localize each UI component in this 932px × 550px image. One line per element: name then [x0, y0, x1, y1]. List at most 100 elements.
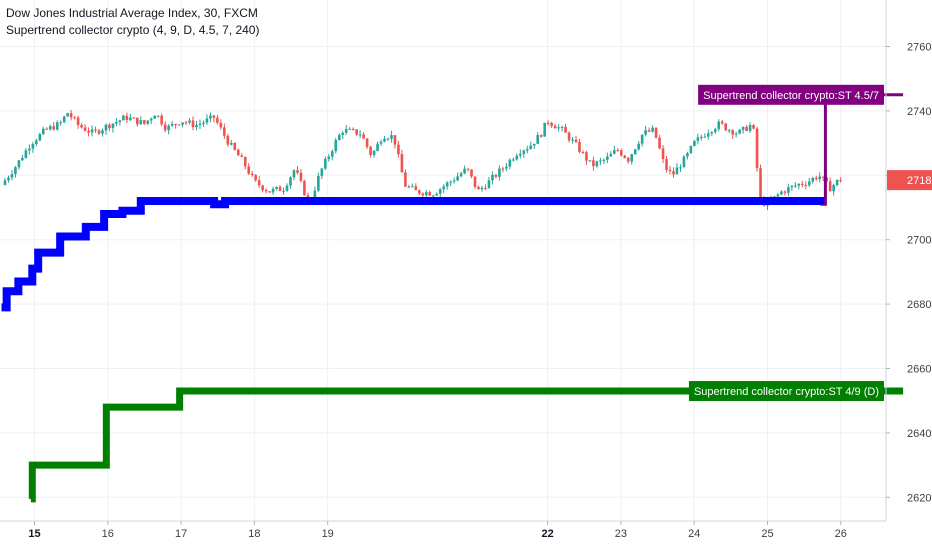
candle-body	[83, 127, 87, 131]
candle-body	[268, 191, 271, 193]
candle-body	[142, 120, 146, 124]
candle-body	[525, 149, 529, 151]
candle-body	[498, 168, 501, 177]
candle-body	[748, 125, 752, 131]
candle-body	[320, 168, 324, 176]
candle-body	[470, 169, 473, 177]
y-tick-label: 27400	[907, 106, 932, 118]
candle-body	[223, 127, 226, 136]
candle-body	[369, 146, 372, 156]
candle-body	[640, 134, 644, 144]
candle-body	[720, 121, 724, 124]
candle-body	[679, 167, 682, 169]
candle-body	[477, 186, 480, 190]
candle-body	[334, 140, 338, 152]
candle-body	[411, 186, 414, 188]
candle-body	[518, 153, 522, 156]
candle-body	[202, 122, 205, 124]
chart-title: Dow Jones Industrial Average Index, 30, …	[6, 6, 258, 20]
candle-body	[494, 174, 498, 177]
candle-body	[7, 177, 10, 181]
candle-body	[606, 156, 609, 160]
candle-body	[205, 118, 209, 123]
series-label-text: Supertrend collector crypto:ST 4.5/7	[703, 90, 879, 102]
supertrend-line	[1, 197, 825, 312]
candle-body	[449, 181, 452, 183]
candle-body	[55, 122, 59, 130]
candle-body	[560, 126, 564, 128]
candle-body	[543, 122, 546, 137]
y-axis-ticks[interactable]: 2620026400266002680027000272002740027600	[886, 42, 932, 505]
candle-body	[487, 180, 491, 189]
candle-body	[637, 143, 640, 150]
candle-body	[574, 139, 578, 142]
candle-body	[330, 151, 334, 157]
candle-body	[505, 166, 508, 169]
candle-body	[313, 190, 317, 200]
candle-body	[668, 170, 672, 172]
candle-body	[438, 189, 442, 194]
candle-body	[522, 150, 526, 154]
candle-body	[557, 127, 560, 129]
candle-body	[463, 168, 466, 174]
series-labels: Supertrend collector crypto:ST 4.5/7 Supe…	[688, 84, 884, 402]
candle-body	[814, 177, 818, 180]
candle-body	[619, 150, 623, 156]
candle-body	[707, 133, 710, 137]
candle-body	[651, 127, 654, 132]
candle-body	[626, 157, 630, 162]
candle-body	[424, 192, 428, 196]
candle-body	[28, 148, 31, 151]
candle-body	[264, 190, 268, 192]
candle-body	[278, 186, 282, 191]
candle-body	[724, 123, 728, 131]
candle-body	[741, 126, 745, 130]
candle-body	[115, 121, 118, 124]
candle-body	[421, 193, 425, 196]
candle-body	[613, 150, 616, 154]
candle-body	[592, 160, 595, 167]
candle-body	[136, 117, 139, 125]
candle-body	[299, 172, 303, 181]
candle-body	[271, 188, 275, 193]
series-label-box	[698, 84, 884, 105]
candle-body	[404, 172, 407, 187]
candle-body	[564, 126, 567, 133]
candle-body	[459, 173, 463, 177]
candle-body	[727, 130, 731, 132]
candle-body	[146, 120, 150, 124]
x-axis-ticks[interactable]: 151617181922232425262930	[28, 521, 932, 540]
candle-body	[738, 129, 741, 134]
candle-body	[94, 129, 97, 131]
candle-body	[45, 128, 49, 130]
candle-body	[111, 123, 115, 129]
candle-body	[644, 130, 647, 135]
candle-body	[696, 137, 700, 141]
candle-body	[397, 144, 400, 155]
candle-body	[261, 185, 264, 191]
x-tick-label: 25	[761, 528, 773, 540]
candle-body	[839, 179, 842, 181]
candle-body	[414, 186, 418, 191]
candle-body	[355, 129, 358, 135]
x-tick-label: 16	[102, 528, 114, 540]
candle-body	[160, 115, 163, 125]
candle-body	[602, 159, 606, 161]
candle-body	[87, 130, 90, 133]
y-tick-label: 26200	[907, 492, 932, 504]
candle-body	[303, 180, 306, 196]
candle-body	[41, 128, 45, 134]
x-tick-label: 17	[175, 528, 187, 540]
candle-body	[177, 124, 181, 126]
candle-body	[731, 130, 734, 135]
candle-body	[365, 138, 369, 147]
candle-body	[480, 187, 484, 190]
candle-body	[821, 176, 825, 178]
candle-body	[407, 186, 411, 188]
x-tick-label: 26	[835, 528, 847, 540]
candle-body	[129, 117, 132, 121]
candle-body	[571, 139, 574, 141]
candle-body	[386, 138, 390, 140]
candle-body	[536, 135, 540, 144]
